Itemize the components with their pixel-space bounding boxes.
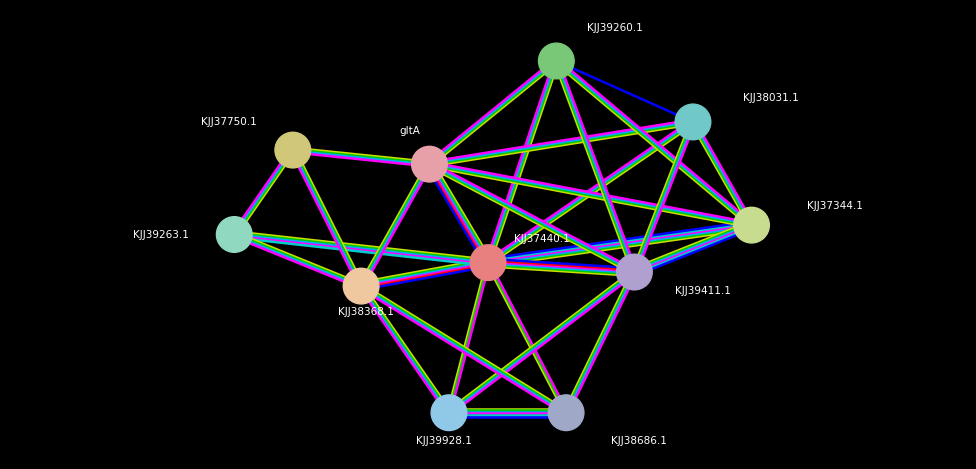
Text: KJJ37440.1: KJJ37440.1 xyxy=(513,234,570,244)
Circle shape xyxy=(617,254,652,290)
Text: KJJ39263.1: KJJ39263.1 xyxy=(133,229,189,240)
Text: KJJ38031.1: KJJ38031.1 xyxy=(743,93,799,104)
Text: KJJ37750.1: KJJ37750.1 xyxy=(201,117,258,127)
Text: KJJ39260.1: KJJ39260.1 xyxy=(587,23,643,33)
Circle shape xyxy=(344,268,379,304)
Circle shape xyxy=(539,43,574,79)
Text: KJJ37344.1: KJJ37344.1 xyxy=(806,201,863,212)
Text: KJJ39928.1: KJJ39928.1 xyxy=(416,436,472,446)
Circle shape xyxy=(431,395,467,431)
Circle shape xyxy=(734,207,769,243)
Circle shape xyxy=(412,146,447,182)
Text: KJJ39411.1: KJJ39411.1 xyxy=(674,286,731,296)
Text: KJJ38686.1: KJJ38686.1 xyxy=(611,436,668,446)
Circle shape xyxy=(675,104,711,140)
Text: KJJ38368.1: KJJ38368.1 xyxy=(338,307,394,317)
Text: gltA: gltA xyxy=(399,126,421,136)
Circle shape xyxy=(217,217,252,252)
Circle shape xyxy=(275,132,310,168)
Circle shape xyxy=(470,245,506,280)
Circle shape xyxy=(549,395,584,431)
